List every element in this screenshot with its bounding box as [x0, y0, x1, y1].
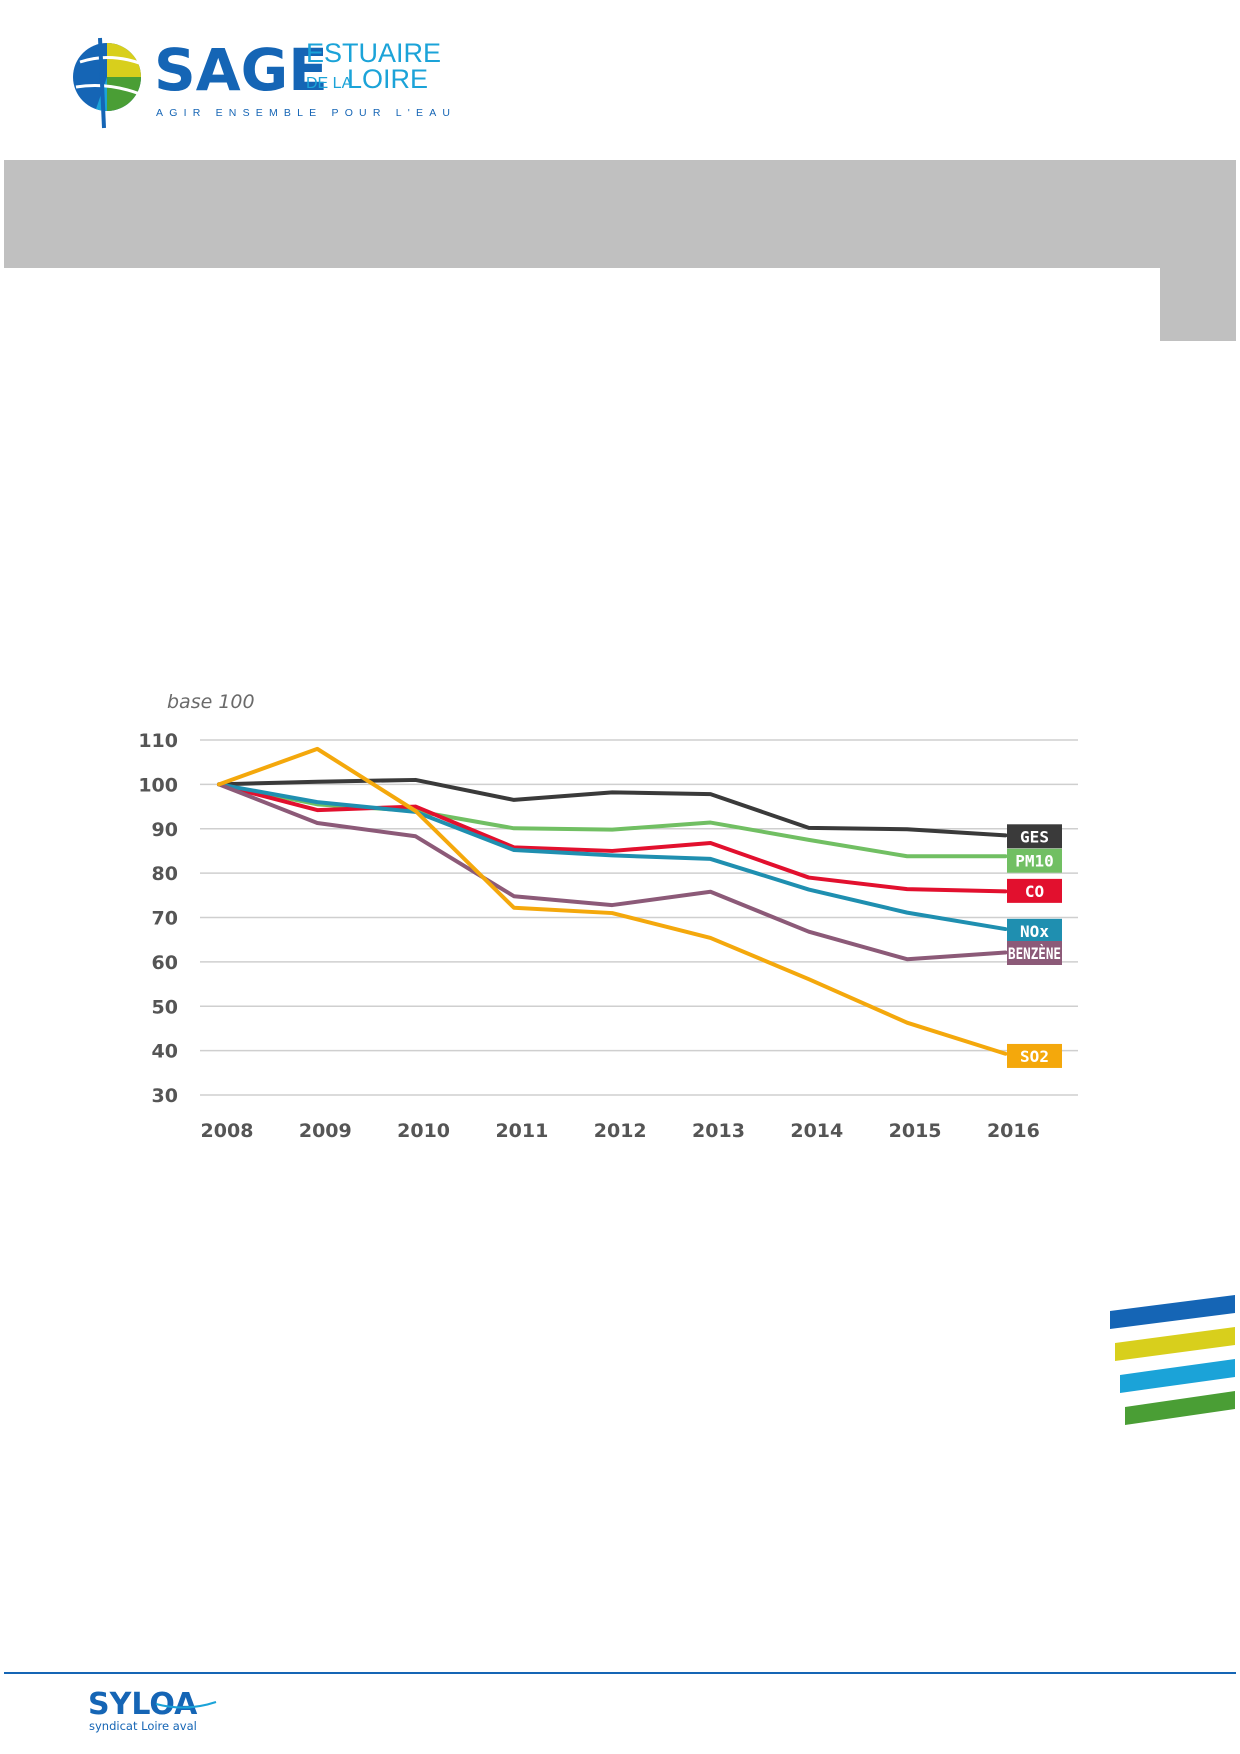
stripe-blue [1110, 1295, 1235, 1329]
series-end-label-box [1007, 848, 1062, 873]
sage-estuaire-loire-logo: SAGE ESTUAIRE DE LA LOIRE AGIR ENSEMBLE … [73, 36, 456, 129]
y-tick-label: 30 [152, 1085, 178, 1107]
series-end-label-text: SO2 [1020, 1047, 1049, 1066]
y-tick-label: 50 [152, 996, 178, 1018]
x-tick-label: 2016 [987, 1120, 1040, 1142]
series-line-nox [217, 782, 1008, 932]
y-tick-label: 80 [152, 863, 178, 885]
x-tick-label: 2008 [201, 1120, 254, 1142]
series-line-pm10 [217, 782, 1008, 859]
logo-loire-word: LOIRE [347, 64, 428, 94]
y-tick-label: 70 [152, 908, 178, 930]
series-line-benzne [217, 782, 1008, 962]
y-tick-label: 40 [152, 1041, 178, 1063]
series-end-label: GES [1007, 824, 1062, 849]
decorative-stripes [1110, 1295, 1235, 1425]
logo-sage-word: SAGE [154, 36, 328, 104]
y-tick-label: 100 [140, 774, 178, 796]
stripe-green [1125, 1391, 1235, 1425]
series-line-so2 [217, 746, 1008, 1056]
x-tick-label: 2012 [594, 1120, 647, 1142]
logo-de-la-word: DE LA [306, 75, 353, 92]
x-tick-label: 2014 [790, 1120, 843, 1142]
series-end-label-text: CO [1025, 882, 1044, 901]
side-tab [1160, 268, 1236, 341]
series-end-label-text: GES [1020, 827, 1049, 846]
series-end-label-box [1007, 878, 1062, 903]
series-lines [217, 746, 1008, 1056]
series-end-label-text: PM10 [1015, 852, 1054, 871]
sage-logo-mark [73, 37, 143, 129]
series-end-label-box [1007, 941, 1062, 965]
series-end-labels: GES PM10 CO NOx BENZÈNE SO2 [1007, 824, 1062, 1068]
series-end-label: NOx [1007, 918, 1062, 943]
grid-layer [200, 739, 1078, 1096]
logo-estuaire-word: ESTUAIRE [306, 38, 441, 68]
series-end-label: BENZÈNE [1007, 941, 1062, 965]
stripe-cyan [1120, 1359, 1235, 1393]
y-tick-label: 110 [140, 730, 178, 752]
x-tick-label: 2015 [889, 1120, 942, 1142]
series-end-label-box [1007, 918, 1062, 943]
series-end-label: SO2 [1007, 1043, 1062, 1068]
syloa-logo: SYLOA syndicat Loire aval [88, 1687, 217, 1733]
header-band [4, 160, 1236, 268]
syloa-word: SYLOA [88, 1687, 198, 1722]
series-end-label: PM10 [1007, 848, 1062, 873]
x-tick-label: 2013 [692, 1120, 745, 1142]
x-tick-label: 2009 [299, 1120, 352, 1142]
y-tick-label: 60 [152, 952, 178, 974]
x-tick-labels: 2008 2009 2010 2011 2012 2013 2014 2015 2016 [201, 1120, 1040, 1142]
y-tick-label: 90 [152, 819, 178, 841]
syloa-swoosh [155, 1701, 217, 1709]
series-end-label-text: NOx [1020, 922, 1049, 941]
stripe-yellow [1115, 1327, 1235, 1361]
series-end-label: CO [1007, 878, 1062, 903]
syloa-subtitle: syndicat Loire aval [89, 1719, 197, 1733]
y-tick-labels: 110 100 90 80 70 60 50 40 30 [140, 730, 178, 1107]
series-end-label-box [1007, 1043, 1062, 1068]
y-axis-label: base 100 [167, 691, 255, 713]
logo-tagline: AGIR ENSEMBLE POUR L'EAU [156, 107, 456, 119]
series-end-label-box [1007, 824, 1062, 849]
series-end-label-text: BENZÈNE [1008, 944, 1061, 963]
series-line-ges [217, 777, 1008, 838]
footer-rule [4, 1672, 1236, 1674]
x-tick-label: 2010 [397, 1120, 450, 1142]
x-tick-label: 2011 [495, 1120, 548, 1142]
series-line-co [217, 782, 1008, 894]
